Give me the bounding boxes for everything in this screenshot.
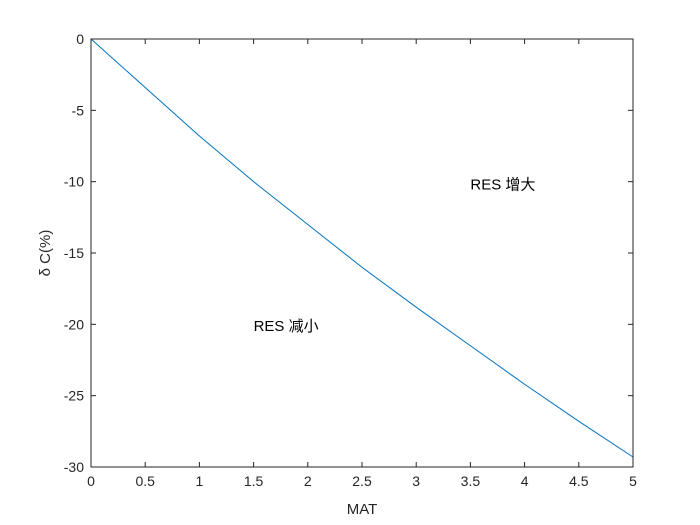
y-tick-label: -25 [64,388,84,404]
x-tick-label: 1.5 [244,473,264,489]
y-tick-label: -5 [72,102,85,118]
x-tick-label: 0 [87,473,95,489]
y-axis-label: δ C(%) [37,230,54,277]
x-tick-label: 0.5 [135,473,155,489]
plot-frame [90,38,634,468]
plot-area [91,39,633,467]
ticks-layer: 0 0.5 1 1.5 2 2.5 3 3.5 4 4.5 5 0 -5 -10 -15 -20 -25 -30 [64,31,637,489]
x-tick-label: 3 [412,473,420,489]
y-tick-label: 0 [76,31,84,47]
series-layer [90,38,634,458]
x-tick-label: 4 [521,473,529,489]
annotation-layer: RES 增大 RES 减小 [254,177,536,335]
y-tick-label: -20 [64,316,84,332]
x-tick-label: 3.5 [461,473,481,489]
x-axis-label: MAT [347,501,378,518]
annotation-1: RES 减小 [254,318,319,335]
y-tick-label: -10 [64,174,84,190]
y-tick-label: -30 [64,459,84,475]
x-tick-label: 5 [629,473,637,489]
x-tick-label: 2.5 [352,473,372,489]
x-tick-label: 1 [196,473,204,489]
x-tick-label: 2 [304,473,312,489]
annotation-0: RES 增大 [470,177,535,194]
series-line-0 [90,38,634,458]
y-tick-label: -15 [64,245,84,261]
x-tick-label: 4.5 [569,473,589,489]
